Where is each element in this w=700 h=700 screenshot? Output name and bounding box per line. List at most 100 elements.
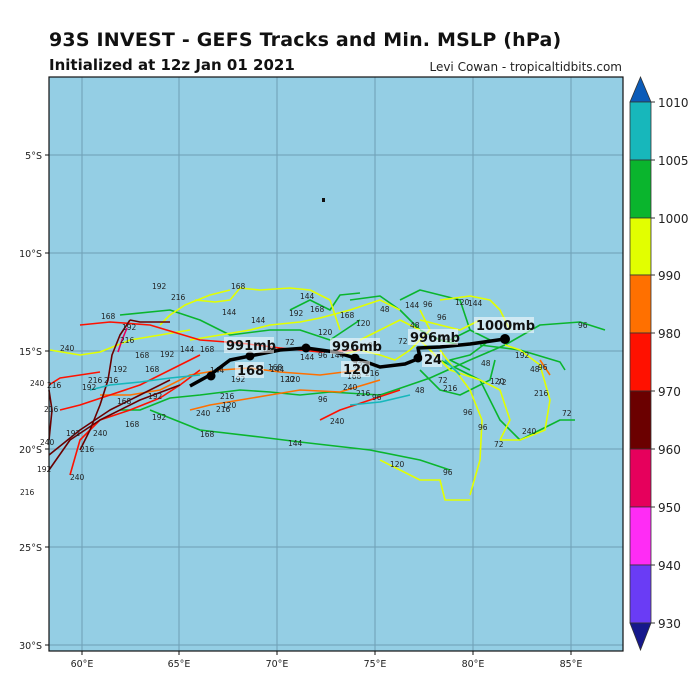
svg-text:96: 96 <box>372 393 382 402</box>
svg-text:240: 240 <box>330 417 345 426</box>
svg-text:72: 72 <box>398 337 408 346</box>
svg-text:168: 168 <box>340 311 355 320</box>
svg-text:96: 96 <box>578 321 588 330</box>
svg-text:60°E: 60°E <box>71 659 94 670</box>
svg-text:96: 96 <box>538 363 548 372</box>
svg-text:144: 144 <box>180 345 195 354</box>
mean-track-annotations: 1000mb 996mb 24 996mb 120 991mb 168 <box>224 317 535 379</box>
svg-text:192: 192 <box>82 383 97 392</box>
svg-text:96: 96 <box>463 408 473 417</box>
x-axis: 60°E 65°E 70°E 75°E 80°E 85°E <box>71 651 583 670</box>
label-996mb-west: 996mb <box>332 340 382 355</box>
svg-text:48: 48 <box>481 359 491 368</box>
island-marker <box>322 198 325 202</box>
svg-text:48: 48 <box>380 305 390 314</box>
svg-text:192: 192 <box>37 465 52 474</box>
svg-text:120: 120 <box>356 319 371 328</box>
svg-text:80°E: 80°E <box>462 659 485 670</box>
svg-text:960: 960 <box>658 443 681 457</box>
svg-text:216: 216 <box>443 384 458 393</box>
svg-text:65°E: 65°E <box>168 659 191 670</box>
svg-text:144: 144 <box>222 308 237 317</box>
svg-text:72: 72 <box>285 338 295 347</box>
y-axis: 5°S 10°S 15°S 20°S 25°S 30°S <box>19 151 49 652</box>
label-996mb-east: 996mb <box>410 331 460 346</box>
svg-text:216: 216 <box>365 369 380 378</box>
svg-text:144: 144 <box>251 316 266 325</box>
svg-text:120: 120 <box>222 401 237 410</box>
svg-text:72: 72 <box>562 409 572 418</box>
ensemble-mean-track: 1000mb 996mb 24 996mb 120 991mb 168 <box>189 317 535 388</box>
svg-text:240: 240 <box>93 429 108 438</box>
svg-text:192: 192 <box>152 282 167 291</box>
svg-text:192: 192 <box>148 392 163 401</box>
svg-text:144: 144 <box>405 301 420 310</box>
svg-text:192: 192 <box>122 323 137 332</box>
map-area <box>49 77 623 651</box>
svg-text:168: 168 <box>145 365 160 374</box>
label-hour-168: 168 <box>237 364 264 379</box>
svg-text:144: 144 <box>270 365 285 374</box>
svg-text:1000: 1000 <box>658 212 689 226</box>
svg-text:25°S: 25°S <box>19 543 42 554</box>
svg-text:20°S: 20°S <box>19 445 42 456</box>
svg-text:168: 168 <box>200 345 215 354</box>
svg-text:168: 168 <box>117 397 132 406</box>
svg-text:192: 192 <box>289 309 304 318</box>
svg-text:75°E: 75°E <box>364 659 387 670</box>
label-hour-24: 24 <box>424 353 442 368</box>
svg-text:120: 120 <box>318 328 333 337</box>
svg-text:1010: 1010 <box>658 96 689 110</box>
svg-text:168: 168 <box>135 351 150 360</box>
svg-text:120: 120 <box>390 460 405 469</box>
colorbar <box>629 75 652 652</box>
svg-text:96: 96 <box>423 300 433 309</box>
svg-text:5°S: 5°S <box>25 151 42 162</box>
svg-text:96: 96 <box>478 423 488 432</box>
svg-text:120: 120 <box>280 375 295 384</box>
svg-text:216: 216 <box>47 381 62 390</box>
svg-text:144: 144 <box>468 299 483 308</box>
svg-text:240: 240 <box>196 409 211 418</box>
svg-text:96: 96 <box>318 351 328 360</box>
svg-text:216: 216 <box>534 389 549 398</box>
svg-text:48: 48 <box>530 365 540 374</box>
chart-subtitle: Initialized at 12z Jan 01 2021 <box>49 56 295 74</box>
svg-text:15°S: 15°S <box>19 347 42 358</box>
label-hour-120: 120 <box>343 363 370 378</box>
svg-text:216: 216 <box>20 488 35 497</box>
svg-text:144: 144 <box>330 351 345 360</box>
colorbar-ticks: 1010 1005 1000 990 980 970 960 950 940 9… <box>651 96 689 631</box>
svg-text:192: 192 <box>113 365 128 374</box>
svg-text:216: 216 <box>216 405 231 414</box>
svg-text:240: 240 <box>30 379 45 388</box>
svg-text:96: 96 <box>443 468 453 477</box>
svg-text:950: 950 <box>658 501 681 515</box>
svg-text:240: 240 <box>40 438 55 447</box>
svg-text:168: 168 <box>231 282 246 291</box>
svg-text:96: 96 <box>318 395 328 404</box>
svg-text:192: 192 <box>66 429 81 438</box>
svg-text:216: 216 <box>356 389 371 398</box>
svg-text:192: 192 <box>515 351 530 360</box>
svg-text:192: 192 <box>152 413 167 422</box>
svg-text:216: 216 <box>88 376 103 385</box>
svg-text:168: 168 <box>200 430 215 439</box>
svg-text:70°E: 70°E <box>266 659 289 670</box>
map-frame <box>48 76 624 652</box>
svg-text:216: 216 <box>220 392 235 401</box>
svg-text:990: 990 <box>658 269 681 283</box>
svg-text:192: 192 <box>231 375 246 384</box>
svg-text:980: 980 <box>658 327 681 341</box>
svg-text:216: 216 <box>120 336 135 345</box>
svg-text:96: 96 <box>437 313 447 322</box>
svg-text:168: 168 <box>310 305 325 314</box>
svg-text:10°S: 10°S <box>19 249 42 260</box>
svg-text:72: 72 <box>438 376 448 385</box>
svg-text:1005: 1005 <box>658 154 689 168</box>
svg-text:72: 72 <box>494 440 504 449</box>
svg-text:240: 240 <box>522 427 537 436</box>
svg-text:48: 48 <box>410 321 420 330</box>
svg-text:85°E: 85°E <box>560 659 583 670</box>
